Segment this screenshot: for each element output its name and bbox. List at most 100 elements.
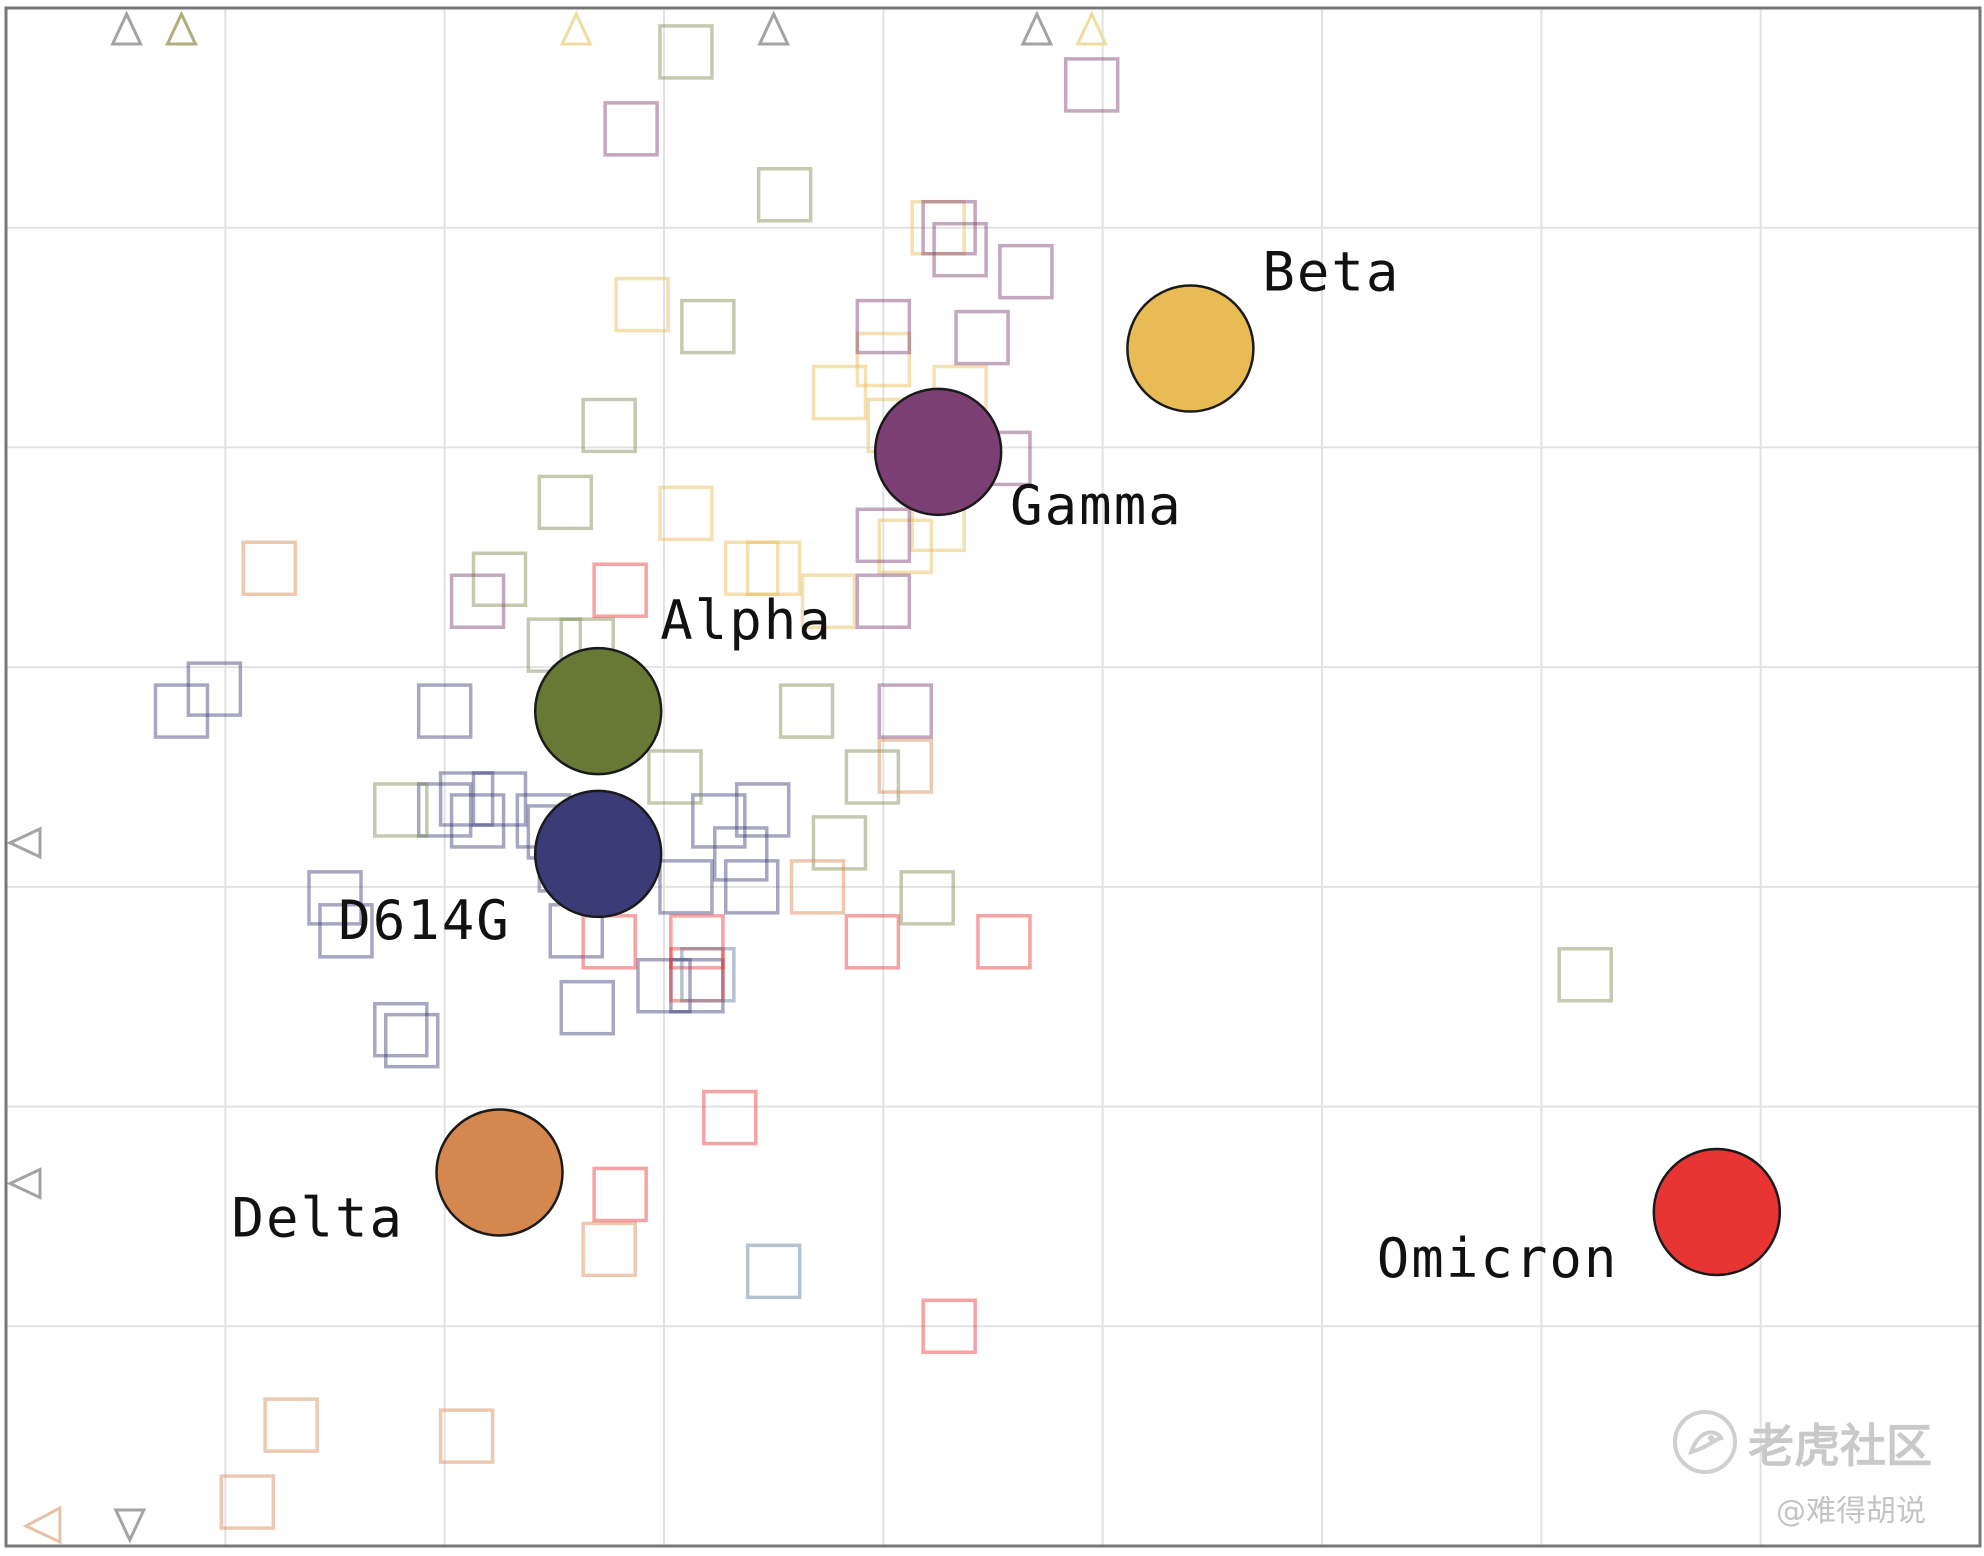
label-gamma: Gamma [1010, 474, 1183, 537]
serum-square [745, 540, 802, 597]
watermark: 老虎社区 @难得胡说 [1673, 1410, 1932, 1529]
antigen-d614g [533, 789, 663, 919]
serum-square [581, 397, 637, 454]
grid-lines [6, 8, 1980, 1546]
off-scale-triangle-bottom [113, 1508, 147, 1544]
variant-labels: D614G Alpha Beta Gamma Delta Omicron [232, 241, 1617, 1290]
serum-square [307, 870, 363, 926]
serum-square [702, 1089, 758, 1146]
serum-square [658, 24, 714, 80]
off-scale-triangle-bottom [22, 1505, 62, 1545]
serum-square [263, 1397, 319, 1453]
off-scale-triangle-top [757, 10, 791, 46]
tiger-logo-icon [1673, 1410, 1737, 1474]
off-scale-markers [6, 10, 1109, 1545]
serum-square [658, 859, 714, 915]
serum-square [647, 749, 703, 805]
serum-square [921, 199, 977, 256]
serum-square [680, 298, 736, 355]
serum-square [416, 683, 473, 739]
serum-square [921, 1298, 977, 1355]
off-scale-triangle-left [6, 1167, 42, 1200]
serum-square [713, 826, 769, 882]
serum-square [877, 738, 934, 794]
serum-square [669, 914, 725, 970]
watermark-handle: @难得胡说 [1776, 1494, 1926, 1529]
label-d614g: D614G [338, 889, 511, 952]
serum-square [691, 793, 747, 849]
off-scale-triangle-left [6, 826, 42, 860]
serum-square [954, 309, 1010, 366]
label-delta: Delta [232, 1186, 405, 1249]
serum-square [219, 1474, 276, 1530]
serum-square [811, 364, 868, 421]
serum-square [438, 771, 495, 827]
serum-square [669, 957, 725, 1014]
serum-square [449, 793, 506, 849]
serum-square [438, 1408, 495, 1464]
serum-square [559, 979, 615, 1036]
serum-square [592, 562, 648, 618]
serum-square [471, 551, 528, 608]
serum-square [877, 518, 934, 575]
serum-square [186, 661, 243, 717]
serum-square [800, 573, 857, 629]
serum-square [669, 946, 725, 1003]
serum-square [855, 507, 912, 564]
off-scale-triangle-top [559, 10, 593, 46]
serum-square [581, 914, 637, 970]
serum-square [1557, 946, 1613, 1003]
antigen-alpha [533, 646, 663, 776]
serum-square [976, 914, 1032, 970]
serum-square [844, 914, 901, 970]
antigen-beta [1126, 284, 1255, 413]
serum-square [932, 221, 988, 278]
serum-square [844, 749, 901, 805]
serum-square [855, 298, 912, 355]
serum-square [658, 485, 714, 542]
antigen-delta [435, 1108, 564, 1237]
off-scale-triangle-top [1075, 10, 1109, 46]
serum-square [899, 870, 955, 926]
off-scale-triangle-top [165, 10, 198, 46]
serum-square [855, 573, 912, 629]
serum-square [1063, 57, 1120, 113]
serum-square [592, 1166, 648, 1223]
antigen-gamma [873, 387, 1003, 517]
plot-frame [4, 6, 1982, 1548]
serum-square [416, 782, 473, 838]
serum-square [855, 331, 912, 388]
serum-square [877, 683, 934, 739]
serum-square [537, 474, 594, 531]
off-scale-triangle-top [110, 10, 143, 46]
serum-square [723, 540, 780, 597]
serum-square [373, 782, 429, 838]
serum-square [614, 276, 670, 333]
off-scale-triangle-top [1020, 10, 1054, 46]
serum-square [998, 243, 1054, 300]
watermark-brand: 老虎社区 [1748, 1419, 1932, 1473]
serum-square [471, 771, 528, 827]
serum-square [636, 957, 692, 1014]
serum-square [680, 946, 736, 1003]
serum-square [734, 782, 791, 838]
serum-square [603, 101, 659, 157]
serum-square [581, 1221, 637, 1278]
label-beta: Beta [1262, 241, 1400, 304]
serum-square [449, 573, 506, 629]
antigen-circles [435, 284, 1782, 1277]
serum-square [811, 815, 868, 871]
serum-square [778, 683, 835, 739]
serum-square [384, 1012, 440, 1069]
serum-square [745, 1243, 802, 1300]
serum-square [153, 683, 210, 739]
serum-square [756, 167, 813, 223]
serum-square [723, 859, 780, 915]
serum-square [789, 859, 846, 915]
label-alpha: Alpha [660, 589, 833, 652]
antigen-omicron [1652, 1147, 1782, 1277]
serum-square [241, 540, 297, 597]
serum-square [318, 903, 374, 959]
serum-square [373, 1001, 429, 1058]
